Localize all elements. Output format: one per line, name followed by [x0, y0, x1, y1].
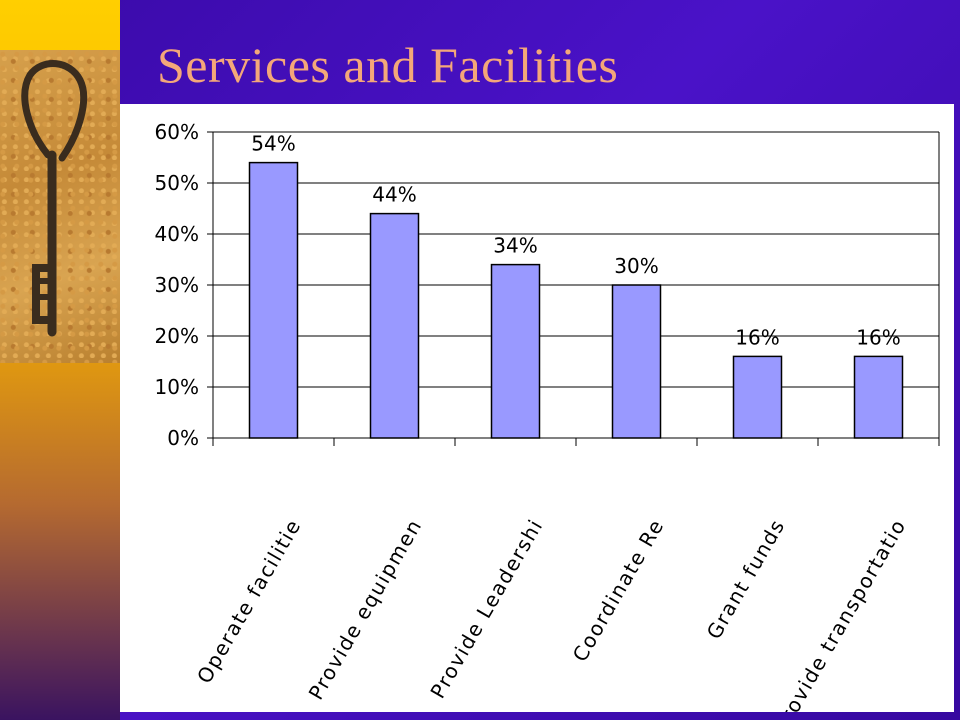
- bar: [369, 212, 420, 439]
- y-tick-label: 50%: [155, 171, 199, 195]
- category-label: Coordinate Re: [568, 515, 669, 666]
- category-label: Grant funds: [702, 515, 790, 644]
- y-tick-label: 30%: [155, 273, 199, 297]
- gridlines: [213, 131, 939, 439]
- key-icon: [21, 60, 88, 337]
- y-tick-label: 10%: [155, 375, 199, 399]
- bar: [853, 355, 904, 439]
- bar: [248, 161, 299, 439]
- y-tick-label: 0%: [167, 426, 199, 450]
- slide-title: Services and Facilities: [157, 37, 619, 93]
- axes: [207, 131, 940, 446]
- data-label: 16%: [856, 325, 900, 349]
- bar: [732, 355, 783, 439]
- category-label: Provide Leadershi: [425, 515, 547, 703]
- data-label: 44%: [372, 183, 416, 207]
- data-label: 30%: [614, 254, 658, 278]
- bars: [248, 161, 904, 439]
- bar: [611, 284, 662, 439]
- category-label: Provide transportatio: [769, 515, 911, 713]
- data-label: 16%: [735, 325, 779, 349]
- category-label: Operate facilitie: [192, 515, 306, 688]
- key-photo: [0, 50, 120, 363]
- y-tick-label: 20%: [155, 324, 199, 348]
- bar-chart: 0% 10% 20% 30% 40% 50% 60% 54% Operate facilitie…: [155, 120, 940, 713]
- data-label: 34%: [493, 234, 537, 258]
- category-label: Provide equipmen: [304, 515, 427, 704]
- data-label: 54%: [251, 132, 295, 156]
- y-tick-label: 60%: [155, 120, 199, 144]
- y-tick-label: 40%: [155, 222, 199, 246]
- bar: [490, 263, 541, 439]
- chart-panel: 0% 10% 20% 30% 40% 50% 60% 54% Operate facilitie…: [120, 104, 954, 712]
